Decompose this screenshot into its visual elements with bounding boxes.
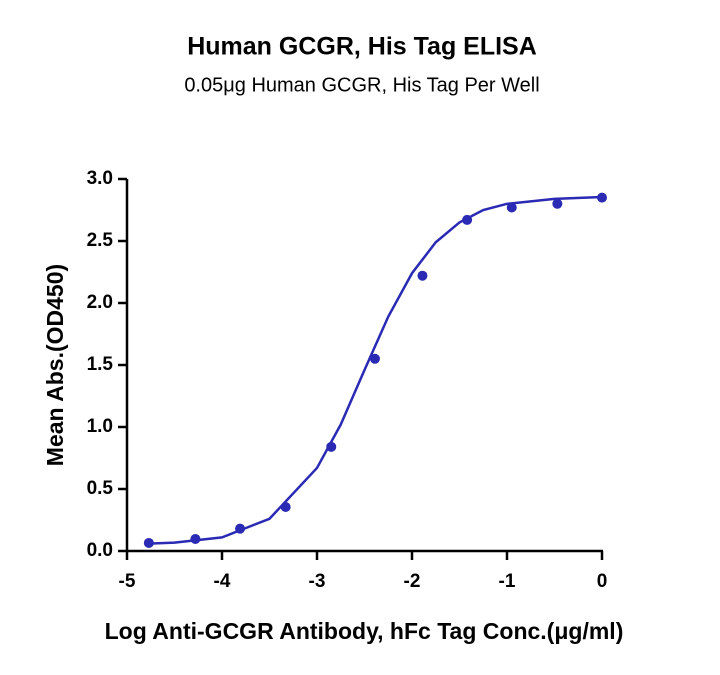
y-axis-label: Mean Abs.(OD450) (42, 264, 68, 466)
data-point (369, 353, 380, 364)
y-tick-label: 2.0 (87, 292, 113, 313)
x-tick-label: 0 (597, 571, 608, 592)
fit-curve (148, 195, 603, 545)
x-tick-label: -2 (404, 571, 421, 592)
y-tick-label: 1.5 (87, 354, 114, 375)
y-tick-label: 1.0 (87, 416, 113, 437)
y-tick-label: 2.5 (87, 230, 114, 251)
chart-title: Human GCGR, His Tag ELISA (187, 33, 537, 61)
x-axis-label: Log Anti-GCGR Antibody, hFc Tag Conc.(μg… (105, 618, 624, 644)
y-tick-label: 3.0 (87, 168, 113, 189)
x-tick-label: -3 (309, 571, 326, 592)
y-tick-label: 0.0 (87, 540, 113, 561)
data-point (552, 198, 563, 209)
data-point (506, 202, 517, 213)
chart-subtitle: 0.05μg Human GCGR, His Tag Per Well (184, 74, 539, 96)
x-tick-label: -1 (499, 571, 516, 592)
data-point (417, 270, 428, 281)
y-tick-label: 0.5 (87, 478, 114, 499)
x-tick-label: -4 (214, 571, 231, 592)
x-tick-label: -5 (119, 571, 136, 592)
